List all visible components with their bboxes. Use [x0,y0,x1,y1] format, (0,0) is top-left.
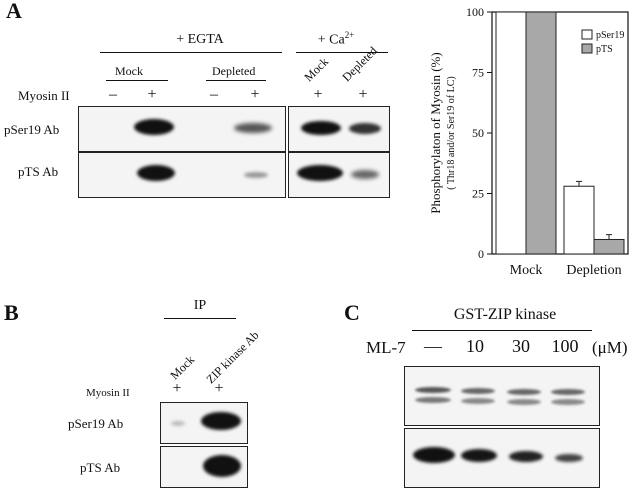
band [134,119,174,135]
gst-underline [412,330,592,331]
dose-30: 30 [512,336,530,356]
depleted-label-egta: Depleted [212,64,256,78]
band [297,165,343,181]
pts-row-label-a: pTS Ab [18,164,59,179]
dose-0: — [424,336,442,356]
y-axis-sublabel: ( Thr18 and/or Ser19 of LC) [446,76,457,189]
myosin-row-label: Myosin II [18,88,70,103]
band [415,397,451,403]
band [349,123,381,134]
blot-a-pser19-egta [78,106,286,152]
band [507,389,541,395]
band [171,421,185,426]
y-tick-label: 75 [472,66,484,80]
sign-lane-3: – [210,86,218,103]
blot-a-pts-ca [288,152,390,198]
zip-kinase-ab-label: ZIP kinase Ab [203,328,262,387]
band [413,447,455,463]
x-category-label: Depletion [566,263,621,278]
x-category-label: Mock [510,263,543,278]
panel-a-letter: A [6,0,22,23]
legend-label-pts: pTS [596,44,613,55]
sign-lane-6: + [358,86,368,103]
band [234,123,272,133]
phosphorylation-chart: 0 25 50 75 100 Phosphorylaton of Myosin (%)( … [428,5,629,278]
band [137,165,175,181]
blot-a-pts-egta [78,152,286,198]
egta-underline [100,52,282,53]
y-tick-label: 25 [472,187,484,201]
sign-lane-5: + [313,86,323,103]
pts-row-label-b: pTS Ab [80,460,121,475]
bar-pts-depletion [593,238,625,255]
egta-header: + EGTA [176,32,224,47]
blot-a-pser19-ca [288,106,390,152]
band [461,449,497,462]
blot-b-pser19 [160,402,248,444]
pser19-row-label-b: pSer19 Ab [68,416,124,431]
myosin-row-label-b: Myosin II [86,387,130,399]
band [555,454,583,462]
band [551,399,585,405]
y-axis-label: Phosphorylaton of Myosin (%) [428,52,443,213]
legend-label-pser19: pSer19 [596,30,624,41]
panel-c-letter: C [344,300,360,325]
panel-b-letter: B [4,300,19,325]
depleted-underline [206,80,266,81]
bar-pser19-depletion [563,185,595,255]
band [507,399,541,405]
mock-label-egta: Mock [115,64,143,78]
y-tick-label: 50 [472,126,484,140]
legend-swatch-pts [581,43,593,54]
bar-pser19-mock [495,11,527,255]
band [203,455,241,477]
ip-underline [164,318,236,319]
sign-lane-2: + [147,86,157,103]
unit-label: (μM) [592,338,628,357]
ca-header: + Ca2+ [317,30,355,48]
mock-label-b: Mock [167,352,198,383]
band [244,172,268,178]
blot-b-pts [160,446,248,488]
band [461,398,495,404]
band [301,121,341,135]
band [415,387,451,393]
band [461,388,495,394]
gst-zip-kinase-header: GST-ZIP kinase [453,306,557,323]
mock-label-ca: Mock [301,54,332,85]
y-tick-label: 100 [466,5,484,19]
sign-lane-1: – [109,86,117,103]
sign-b-lane-1: + [172,380,182,397]
legend-swatch-pser19 [581,29,593,40]
bar-pts-mock [525,11,557,255]
pser19-row-label-a: pSer19 Ab [4,122,60,137]
mock-underline [106,80,168,81]
band [509,451,543,462]
blot-c-bottom [404,428,600,488]
ml7-label: ML-7 [366,338,406,357]
depleted-label-ca: Depleted [339,43,380,85]
band [351,170,379,179]
ip-header: IP [193,298,207,313]
blot-c-top [404,366,600,426]
sign-lane-4: + [250,86,260,103]
sign-b-lane-2: + [214,380,224,397]
dose-100: 100 [551,336,579,356]
band [201,412,241,430]
band [551,389,585,395]
y-tick-label: 0 [478,247,484,261]
dose-10: 10 [466,336,484,356]
ca-underline [296,52,388,53]
